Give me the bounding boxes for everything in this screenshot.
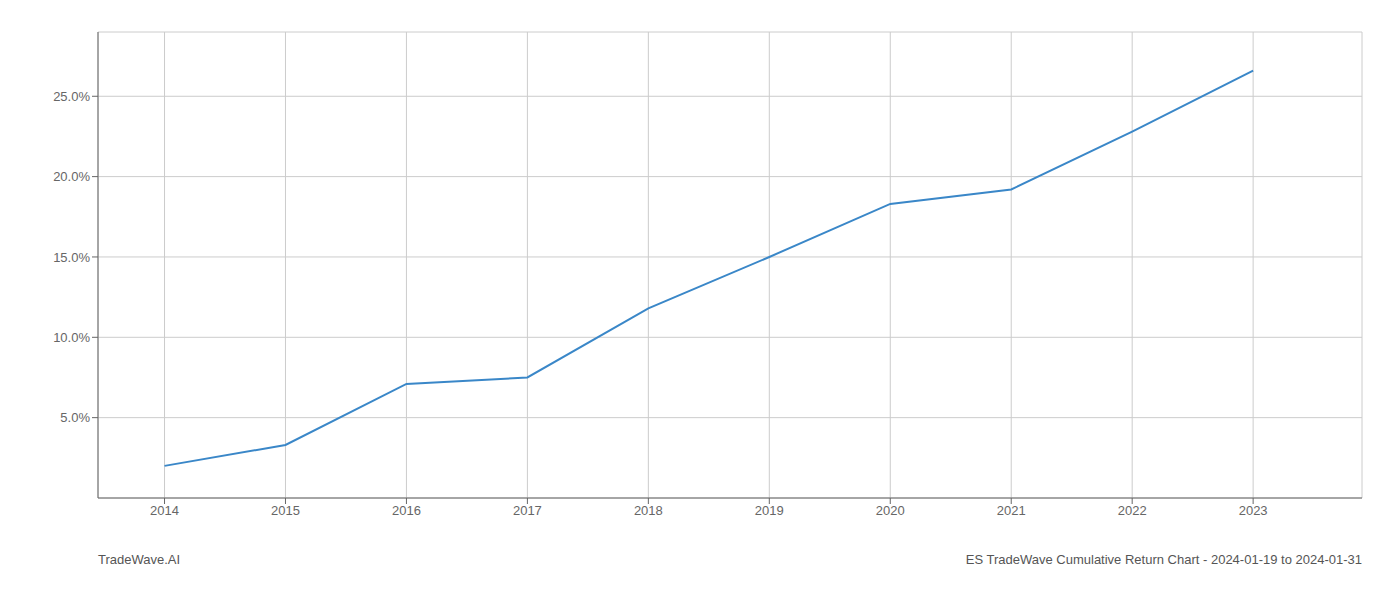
svg-text:2014: 2014 — [150, 503, 179, 518]
svg-text:5.0%: 5.0% — [60, 410, 90, 425]
svg-text:2017: 2017 — [513, 503, 542, 518]
svg-text:2018: 2018 — [634, 503, 663, 518]
svg-text:2019: 2019 — [755, 503, 784, 518]
svg-text:10.0%: 10.0% — [53, 330, 90, 345]
svg-text:2016: 2016 — [392, 503, 421, 518]
svg-text:2021: 2021 — [997, 503, 1026, 518]
html-text:TradeWave.AI: TradeWave.AI — [98, 552, 181, 567]
svg-text:2023: 2023 — [1239, 503, 1268, 518]
svg-text:2015: 2015 — [271, 503, 300, 518]
svg-text:25.0%: 25.0% — [53, 89, 90, 104]
svg-text:2020: 2020 — [876, 503, 905, 518]
html-text:ES TradeWave Cumulative Return: ES TradeWave Cumulative Return Chart - 2… — [965, 552, 1362, 567]
svg-text:20.0%: 20.0% — [53, 169, 90, 184]
svg-text:15.0%: 15.0% — [53, 250, 90, 265]
svg-text:2022: 2022 — [1118, 503, 1147, 518]
